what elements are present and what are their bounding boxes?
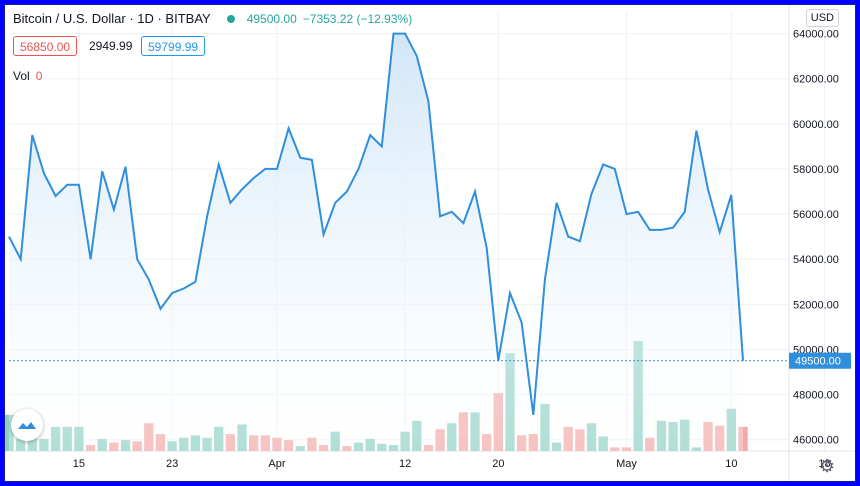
time-tick-label: 15 <box>73 458 85 470</box>
price-tick-label: 56000.00 <box>793 209 839 221</box>
time-tick-label: 23 <box>166 458 178 470</box>
open-price-box: 56850.00 <box>13 36 78 56</box>
tradingview-logo-icon[interactable] <box>11 409 43 441</box>
legend-title-row: Bitcoin / U.S. Dollar · 1D · BITBAY 4950… <box>13 11 412 26</box>
time-tick-label: Apr <box>268 458 285 470</box>
symbol-title[interactable]: Bitcoin / U.S. Dollar · 1D · BITBAY <box>13 11 211 26</box>
volume-label: Vol <box>13 69 30 83</box>
time-tick-label: 12 <box>399 458 411 470</box>
price-tick-label: 46000.00 <box>793 435 839 447</box>
time-tick-label: 18 <box>818 458 830 470</box>
last-price-tag <box>789 352 851 369</box>
volume-value: 0 <box>35 69 43 83</box>
last-price: 49500.00 <box>246 11 297 26</box>
last-price-tag-label: 49500.00 <box>795 356 841 368</box>
price-range-value: 2949.99 <box>87 36 135 56</box>
gear-icon[interactable]: ⚙ <box>818 456 835 476</box>
price-chart[interactable]: 46000.0048000.0050000.0052000.0054000.00… <box>5 5 855 481</box>
price-axis: 46000.0048000.0050000.0052000.0054000.00… <box>789 29 851 447</box>
price-tick-label: 64000.00 <box>793 29 839 41</box>
price-tick-label: 52000.00 <box>793 299 839 311</box>
time-tick-label: 10 <box>725 458 737 470</box>
volume-legend[interactable]: Vol 0 <box>13 69 42 83</box>
price-tick-label: 58000.00 <box>793 164 839 176</box>
currency-button[interactable]: USD <box>805 9 839 27</box>
price-tick-label: 48000.00 <box>793 390 839 402</box>
price-tick-label: 54000.00 <box>793 254 839 266</box>
market-status-icon <box>226 14 235 23</box>
chart-frame: 46000.00 48000.00 50000.00 52000.00 54000.00… <box>4 4 856 482</box>
time-axis: 15 23 Apr 12 20 May 10 18 <box>73 458 831 470</box>
price-line <box>8 32 744 416</box>
price-tick-label: 60000.00 <box>793 119 839 131</box>
time-tick-label: May <box>616 458 637 470</box>
price-area-fill <box>9 33 743 451</box>
price-tick-label: 62000.00 <box>793 74 839 86</box>
price-change: −7353.22 (−12.93%) <box>302 11 413 26</box>
high-price-box: 59799.99 <box>141 36 206 56</box>
cloud-icon <box>18 422 36 429</box>
time-tick-label: 20 <box>492 458 504 470</box>
